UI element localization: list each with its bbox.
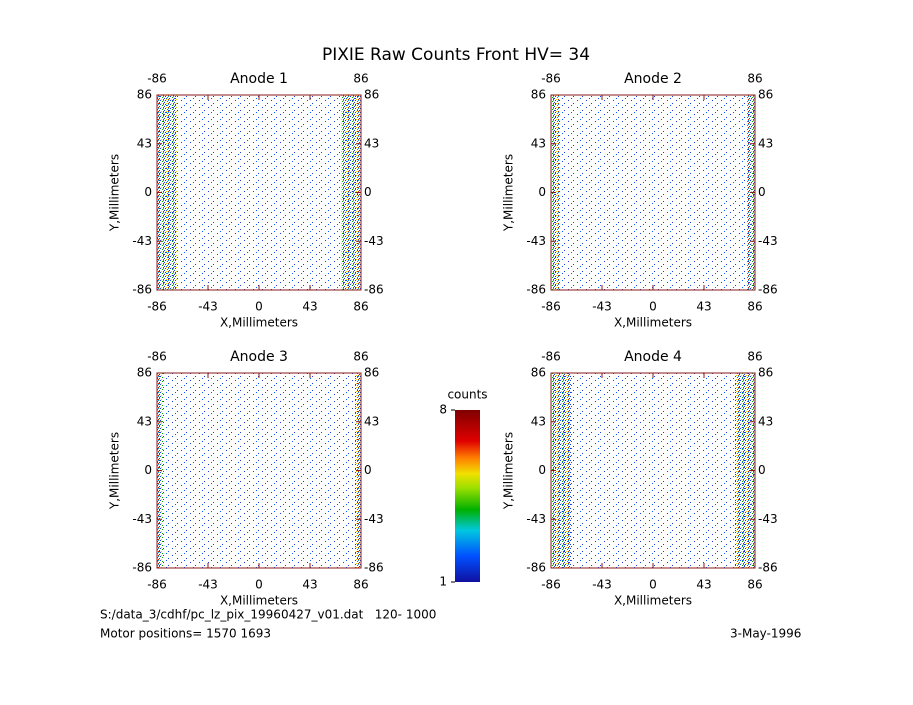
colorbar-tick-label: 8 <box>439 403 447 417</box>
x-tick-label: 43 <box>696 300 711 314</box>
y-tick-label: 43 <box>531 414 546 428</box>
x-tick-label: 43 <box>302 578 317 592</box>
y2-tick-label: -43 <box>758 234 778 248</box>
y-tick-label: -43 <box>132 512 152 526</box>
x-tick-label: 0 <box>255 300 263 314</box>
y2-tick-label: -43 <box>364 234 384 248</box>
y2-tick-label: 0 <box>364 463 372 477</box>
x-tick-label: 86 <box>747 300 762 314</box>
top-tick-label: 86 <box>353 350 368 364</box>
y2-tick-label: 86 <box>758 88 773 102</box>
x-tick-label: -43 <box>592 300 612 314</box>
colorbar-title: counts <box>447 388 487 402</box>
y-tick-label: 43 <box>137 414 152 428</box>
y-tick-label: 0 <box>538 185 546 199</box>
top-tick-label: -86 <box>147 72 167 86</box>
count-texture <box>157 373 361 568</box>
y2-tick-label: -43 <box>758 512 778 526</box>
x-tick-label: 0 <box>649 578 657 592</box>
y2-tick-label: 86 <box>364 88 379 102</box>
y2-tick-label: -86 <box>364 283 384 297</box>
y2-tick-label: 0 <box>364 185 372 199</box>
y-axis-label: Y,Millimeters <box>502 154 516 232</box>
y2-tick-label: 0 <box>758 185 766 199</box>
x-axis-label: X,Millimeters <box>220 316 298 330</box>
y2-tick-label: -86 <box>758 283 778 297</box>
x-tick-label: -86 <box>147 578 167 592</box>
date-note: 3-May-1996 <box>730 627 801 641</box>
y-tick-label: 0 <box>144 185 152 199</box>
x-tick-label: 43 <box>302 300 317 314</box>
y2-tick-label: 86 <box>758 366 773 380</box>
y-axis-label: Y,Millimeters <box>502 432 516 510</box>
x-tick-label: 0 <box>255 578 263 592</box>
top-tick-label: -86 <box>541 72 561 86</box>
top-tick-label: 86 <box>747 350 762 364</box>
panel-title: Anode 1 <box>230 71 288 87</box>
y2-tick-label: -86 <box>364 561 384 575</box>
panel-title: Anode 2 <box>624 71 682 87</box>
top-tick-label: -86 <box>147 350 167 364</box>
top-tick-label: 86 <box>353 72 368 86</box>
colorbar <box>455 410 480 582</box>
y-axis-label: Y,Millimeters <box>108 154 122 232</box>
y-tick-label: -43 <box>526 512 546 526</box>
y2-tick-label: -43 <box>364 512 384 526</box>
x-tick-label: -86 <box>541 300 561 314</box>
y-axis-label: Y,Millimeters <box>108 432 122 510</box>
y-tick-label: -86 <box>526 561 546 575</box>
y-tick-label: 43 <box>137 136 152 150</box>
y-tick-label: 86 <box>531 88 546 102</box>
panel-title: Anode 4 <box>624 349 682 365</box>
panel-title: Anode 3 <box>230 349 288 365</box>
figure-title: PIXIE Raw Counts Front HV= 34 <box>322 45 590 65</box>
y-tick-label: 43 <box>531 136 546 150</box>
y2-tick-label: 86 <box>364 366 379 380</box>
x-tick-label: 86 <box>353 578 368 592</box>
x-tick-label: 0 <box>649 300 657 314</box>
x-tick-label: -86 <box>147 300 167 314</box>
file-note: S:/data_3/cdhf/pc_lz_pix_19960427_v01.da… <box>100 608 436 622</box>
x-axis-label: X,Millimeters <box>614 594 692 608</box>
y-tick-label: -43 <box>526 234 546 248</box>
y2-tick-label: 0 <box>758 463 766 477</box>
y-tick-label: 86 <box>137 366 152 380</box>
y-tick-label: -86 <box>132 283 152 297</box>
y-tick-label: 0 <box>144 463 152 477</box>
x-tick-label: -86 <box>541 578 561 592</box>
x-axis-label: X,Millimeters <box>220 594 298 608</box>
y2-tick-label: 43 <box>364 414 379 428</box>
count-texture <box>551 95 755 290</box>
x-tick-label: -43 <box>198 578 218 592</box>
y2-tick-label: 43 <box>364 136 379 150</box>
x-tick-label: -43 <box>592 578 612 592</box>
x-tick-label: 43 <box>696 578 711 592</box>
y-tick-label: -43 <box>132 234 152 248</box>
top-tick-label: 86 <box>747 72 762 86</box>
y-tick-label: 0 <box>538 463 546 477</box>
x-tick-label: -43 <box>198 300 218 314</box>
motor-note: Motor positions= 1570 1693 <box>100 627 271 641</box>
y2-tick-label: -86 <box>758 561 778 575</box>
count-texture <box>157 95 361 290</box>
y2-tick-label: 43 <box>758 136 773 150</box>
count-texture <box>551 373 755 568</box>
y-tick-label: -86 <box>132 561 152 575</box>
y-tick-label: 86 <box>531 366 546 380</box>
y2-tick-label: 43 <box>758 414 773 428</box>
colorbar-tick-label: 1 <box>439 575 447 589</box>
x-axis-label: X,Millimeters <box>614 316 692 330</box>
x-tick-label: 86 <box>747 578 762 592</box>
y-tick-label: -86 <box>526 283 546 297</box>
x-tick-label: 86 <box>353 300 368 314</box>
y-tick-label: 86 <box>137 88 152 102</box>
top-tick-label: -86 <box>541 350 561 364</box>
